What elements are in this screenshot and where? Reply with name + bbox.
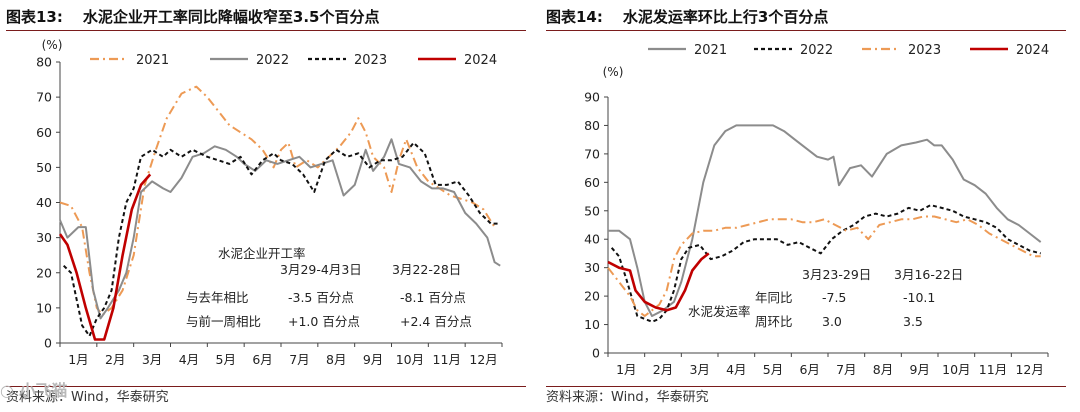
figure-14-header: 图表14: 水泥发运率环比上行3个百分点	[546, 4, 1066, 31]
y-unit-label: (%)	[42, 38, 63, 52]
figure-14-title: 水泥发运率环比上行3个百分点	[622, 8, 829, 26]
legend-label-2023: 2023	[354, 53, 387, 68]
legend-label-2022: 2022	[256, 53, 289, 68]
x-tick-label: 2月	[105, 352, 125, 367]
legend-label-2024: 2024	[1016, 43, 1049, 58]
annotation-row1-value1: -3.5 百分点	[288, 290, 354, 305]
figure-14-panel: 图表14: 水泥发运率环比上行3个百分点 (%) 0 10 20 30 40 50 60 70 80…	[540, 0, 1080, 412]
series-line-2023	[63, 141, 501, 337]
annotation-col2-header: 3月16-22日	[894, 267, 963, 282]
y-tick-label: 40	[36, 195, 52, 210]
y-tick-label: 50	[584, 203, 600, 218]
x-tick-label: 9月	[363, 352, 383, 367]
x-tick-label: 8月	[326, 352, 346, 367]
figure-13-chart: (%) 0 10 20 30 40 50 60 70 80 1月 2月 3月 4月 5月 6月 7月 8月 9月 10…	[36, 38, 503, 367]
annotation-row1-label: 年同比	[755, 290, 793, 305]
x-tick-label: 4月	[726, 362, 746, 377]
x-tick-label: 9月	[909, 362, 929, 377]
annotation-heading: 水泥企业开工率	[218, 246, 306, 261]
watermark: ○ 小飞猫	[0, 381, 68, 400]
y-tick-label: 80	[36, 55, 52, 70]
y-tick-label: 80	[584, 118, 600, 133]
x-tick-label: 12月	[1015, 362, 1043, 377]
series-line-2021	[59, 85, 496, 316]
figure-13-source: 资料来源：Wind，华泰研究	[6, 386, 526, 409]
x-tick-label: 6月	[799, 362, 819, 377]
y-tick-label: 40	[584, 232, 600, 247]
y-tick-label: 10	[584, 317, 600, 332]
y-tick-label: 30	[36, 230, 52, 245]
y-tick-label: 60	[584, 175, 600, 190]
x-tick-label: 5月	[763, 362, 783, 377]
series-line-2024	[607, 252, 710, 312]
annotation-col1-header: 3月23-29日	[802, 267, 871, 282]
y-tick-label: 50	[36, 160, 52, 175]
series-line-2023	[607, 215, 1041, 317]
annotation-col1-header: 3月29-4月3日	[280, 262, 362, 277]
legend-label-2022: 2022	[800, 43, 833, 58]
figure-14-chart: (%) 0 10 20 30 40 50 60 70 80 90 1月 2月 3月 4月 5月 6月 7月 8月 9月…	[584, 43, 1049, 377]
series-line-2021	[608, 124, 1042, 317]
x-tick-label: 5月	[216, 352, 236, 367]
figure-13-panel: 图表13: 水泥企业开工率同比降幅收窄至3.5个百分点 (%) 0 10 20 30 40 5…	[0, 0, 530, 412]
x-tick-label: 2月	[653, 362, 673, 377]
x-tick-label: 8月	[873, 362, 893, 377]
x-tick-label: 1月	[68, 352, 88, 367]
figure-14-number: 图表14:	[546, 8, 603, 26]
annotation-row2-value2: +2.4 百分点	[400, 314, 472, 329]
x-tick-label: 7月	[289, 352, 309, 367]
annotation-row2-value1: +1.0 百分点	[288, 314, 360, 329]
annotation-row2-label: 周环比	[755, 314, 793, 329]
x-tick-label: 4月	[179, 352, 199, 367]
x-tick-label: 10月	[396, 352, 424, 367]
legend-label-2021: 2021	[694, 43, 727, 58]
series-line-2024	[58, 173, 152, 341]
annotation-row1-value2: -8.1 百分点	[400, 290, 466, 305]
y-tick-label: 0	[44, 336, 52, 351]
x-tick-label: 1月	[616, 362, 636, 377]
y-tick-label: 0	[592, 346, 600, 361]
x-tick-label: 6月	[252, 352, 272, 367]
y-tick-label: 60	[36, 125, 52, 140]
y-tick-label: 30	[584, 260, 600, 275]
y-tick-label: 20	[36, 265, 52, 280]
figure-13-title: 水泥企业开工率同比降幅收窄至3.5个百分点	[82, 8, 380, 26]
annotation-row1-value1: -7.5	[822, 290, 846, 305]
x-tick-label: 11月	[433, 352, 461, 367]
x-tick-label: 10月	[942, 362, 970, 377]
annotation-row1-value2: -10.1	[903, 290, 935, 305]
y-tick-label: 90	[584, 90, 600, 105]
legend-label-2023: 2023	[908, 43, 941, 58]
annotation-row2-label: 与前一周相比	[186, 314, 261, 329]
annotation-col2-header: 3月22-28日	[392, 262, 461, 277]
x-tick-label: 3月	[142, 352, 162, 367]
figure-14-source: 资料来源：Wind，华泰研究	[546, 386, 1066, 409]
legend-label-2024: 2024	[464, 53, 497, 68]
annotation-row1-label: 与去年相比	[186, 290, 249, 305]
annotation-heading: 水泥发运率	[688, 304, 751, 319]
figure-13-header: 图表13: 水泥企业开工率同比降幅收窄至3.5个百分点	[6, 4, 526, 31]
figure-13-number: 图表13:	[6, 8, 63, 26]
annotation-row2-value2: 3.5	[903, 314, 923, 329]
x-tick-label: 11月	[979, 362, 1007, 377]
y-tick-label: 10	[36, 300, 52, 315]
y-tick-label: 70	[36, 90, 52, 105]
annotation-row2-value1: 3.0	[822, 314, 842, 329]
y-unit-label: (%)	[603, 65, 624, 79]
y-tick-label: 20	[584, 289, 600, 304]
x-tick-label: 7月	[836, 362, 856, 377]
y-tick-label: 70	[584, 146, 600, 161]
x-tick-label: 3月	[689, 362, 709, 377]
series-line-2022	[59, 138, 501, 320]
legend-label-2021: 2021	[136, 53, 169, 68]
x-tick-label: 12月	[469, 352, 497, 367]
